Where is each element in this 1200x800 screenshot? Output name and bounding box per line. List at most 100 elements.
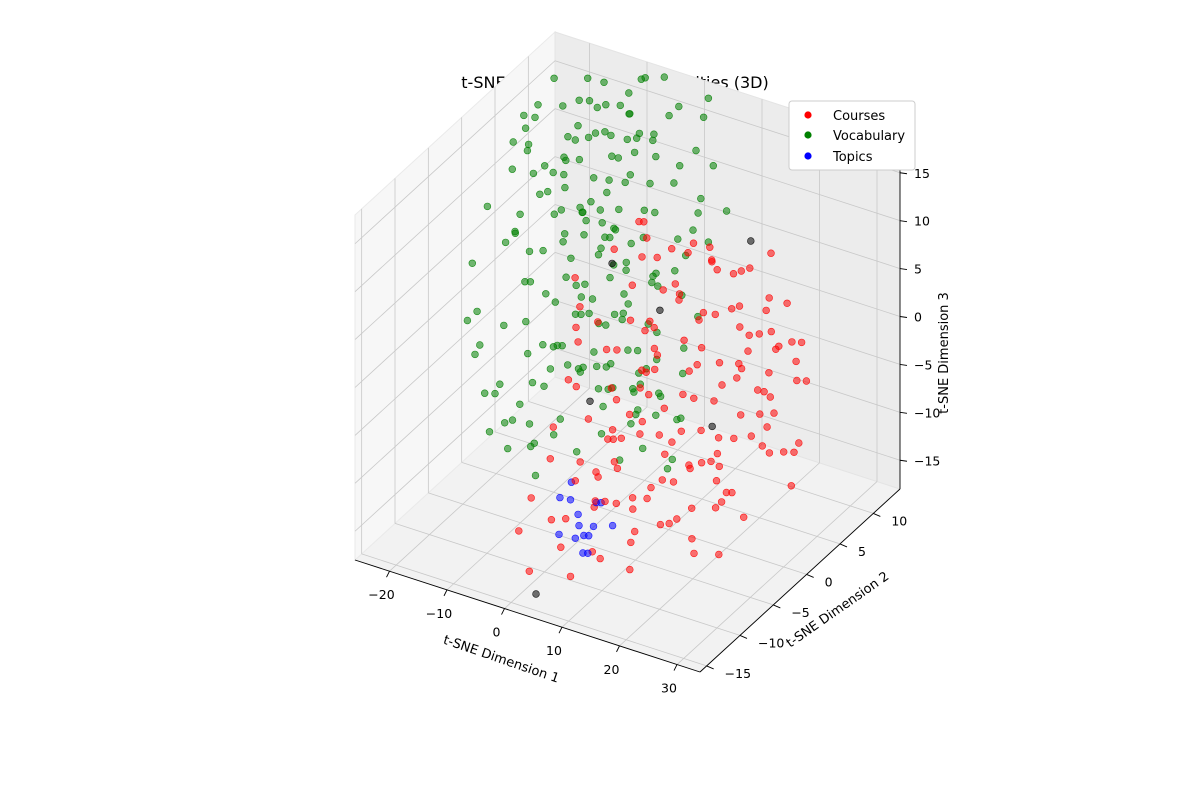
topics-point <box>608 521 617 530</box>
vocabulary-point <box>539 341 547 349</box>
vocabulary-point <box>704 94 713 103</box>
y-tick-mark <box>739 634 748 639</box>
courses-point <box>661 450 669 458</box>
z-tick-label: 5 <box>914 262 922 277</box>
courses-point <box>625 410 634 419</box>
x-gridline-floor <box>561 443 763 628</box>
x-tick-mark <box>673 664 678 671</box>
courses-point <box>715 462 723 471</box>
vocabulary-point <box>585 96 594 105</box>
vocabulary-point <box>607 131 615 140</box>
courses-point <box>602 345 611 354</box>
vocabulary-point <box>709 162 717 170</box>
y-tick-mark <box>873 512 881 517</box>
x-tick-label: 10 <box>546 643 562 658</box>
courses-point <box>673 515 681 523</box>
courses-point <box>547 515 556 524</box>
vocabulary-point <box>574 121 582 130</box>
courses-point <box>795 439 803 447</box>
z-tick-mark <box>899 268 908 271</box>
unlabeled-point <box>656 306 664 314</box>
courses-point <box>695 316 703 324</box>
vocabulary-point <box>626 171 634 179</box>
vocabulary-point <box>571 310 580 318</box>
vocabulary-point <box>536 190 544 199</box>
legend-box <box>788 100 916 171</box>
courses-point <box>572 323 580 332</box>
x-tick-mark <box>386 570 390 578</box>
vocabulary-point <box>523 349 532 358</box>
courses-point <box>612 396 621 404</box>
z-tick-label: 15 <box>914 166 930 181</box>
x-tick-label: −10 <box>426 606 452 621</box>
vocabulary-point <box>500 321 508 330</box>
vocabulary-point <box>678 369 687 378</box>
courses-point <box>557 543 565 551</box>
vocabulary-point <box>640 206 648 215</box>
courses-point <box>684 249 692 257</box>
courses-point <box>729 270 738 278</box>
courses-point <box>647 483 655 492</box>
vocabulary-point <box>660 73 668 81</box>
vocabulary-point <box>559 238 567 246</box>
courses-point <box>675 290 684 298</box>
courses-point <box>561 514 570 523</box>
vocabulary-point <box>649 136 657 145</box>
vocabulary-point <box>546 365 555 373</box>
vocabulary-point <box>525 247 534 256</box>
courses-point <box>753 386 762 394</box>
vocabulary-point <box>476 341 484 349</box>
vocabulary-point <box>616 101 624 110</box>
y-tick-label: −5 <box>791 605 809 620</box>
courses-point <box>792 357 800 366</box>
courses-point <box>653 351 662 359</box>
vocabulary-point <box>520 111 528 120</box>
y-gridline-floor <box>428 492 774 606</box>
courses-point <box>525 567 533 575</box>
courses-point <box>783 299 791 307</box>
topics-point <box>555 530 563 539</box>
vocabulary-point <box>663 465 672 473</box>
vocabulary-point <box>543 187 552 196</box>
vocabulary-point <box>588 295 597 303</box>
y-tick-label: −15 <box>725 666 751 681</box>
vocabulary-point <box>697 194 705 203</box>
courses-point <box>722 488 731 497</box>
vocabulary-point <box>632 134 641 142</box>
courses-point <box>727 305 736 313</box>
courses-point <box>594 473 602 481</box>
courses-point <box>650 344 659 353</box>
z-gridline-left <box>354 204 556 388</box>
courses-point <box>767 327 775 336</box>
unlabeled-point <box>532 590 540 598</box>
vocabulary-point <box>481 389 489 397</box>
y-tick-mark <box>806 573 814 578</box>
courses-point <box>685 367 693 375</box>
courses-point <box>713 266 721 274</box>
vocabulary-point <box>675 102 683 111</box>
vocabulary-point <box>625 89 633 97</box>
vocabulary-point <box>602 321 610 329</box>
x-tick-label: −20 <box>368 587 394 602</box>
vocabulary-point <box>504 444 512 453</box>
courses-point <box>775 342 783 350</box>
vocabulary-point <box>602 100 610 109</box>
courses-point <box>564 376 573 384</box>
courses-point <box>686 464 694 473</box>
vocabulary-point <box>648 278 656 287</box>
courses-point <box>638 253 646 261</box>
courses-point <box>594 318 602 326</box>
vocabulary-point <box>560 230 569 238</box>
courses-point <box>736 411 745 419</box>
y-gridline-floor <box>394 523 741 636</box>
vocabulary-point <box>606 273 614 282</box>
courses-point <box>699 308 708 317</box>
vocabulary-point <box>600 78 608 87</box>
courses-point <box>641 326 649 335</box>
vocabulary-point <box>509 138 517 146</box>
y-gridline-floor <box>361 553 707 667</box>
topics-point <box>584 549 592 557</box>
vocabulary-point <box>674 235 682 243</box>
courses-point <box>638 417 646 426</box>
